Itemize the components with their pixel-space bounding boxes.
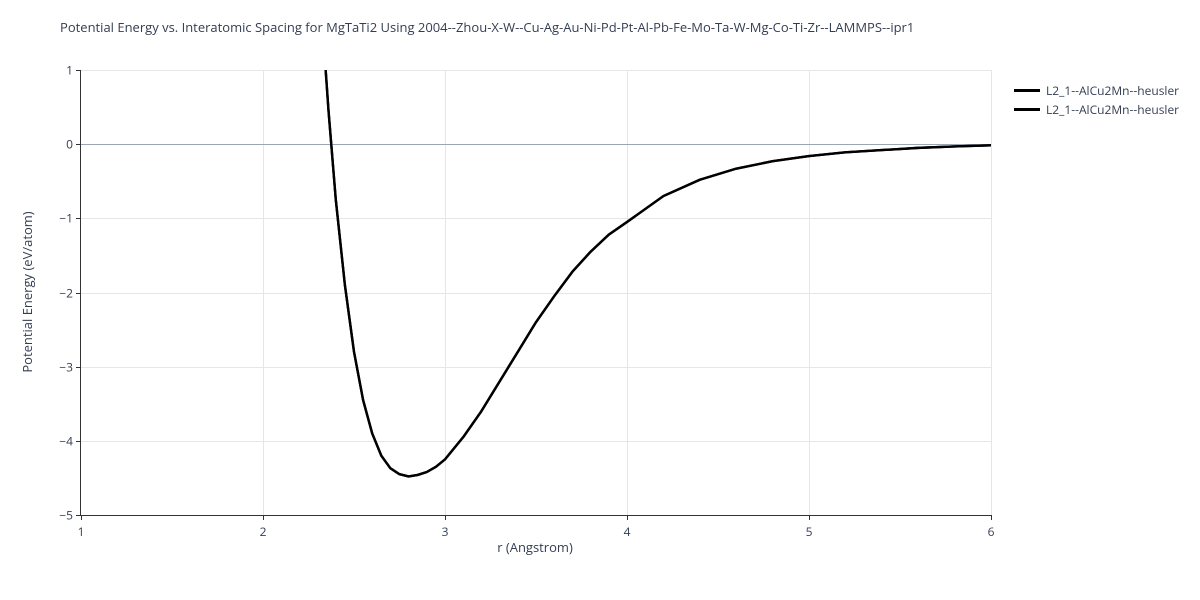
y-tick-label: −4: [49, 432, 73, 449]
x-tick-label: 1: [78, 523, 85, 540]
series-layer: [81, 70, 991, 515]
y-tick-label: 1: [49, 62, 73, 79]
y-tick-label: −5: [49, 507, 73, 524]
y-axis-label: Potential Energy (eV/atom): [18, 211, 36, 372]
chart-root: Potential Energy vs. Interatomic Spacing…: [0, 0, 1200, 600]
y-tick-label: 0: [49, 136, 73, 153]
x-tick: [627, 515, 628, 520]
y-tick-label: −3: [49, 358, 73, 375]
x-axis-label: r (Angstrom): [497, 538, 573, 556]
x-tick-label: 2: [260, 523, 267, 540]
legend-label: L2_1--AlCu2Mn--heusler: [1046, 82, 1179, 99]
y-tick-label: −1: [49, 210, 73, 227]
legend[interactable]: L2_1--AlCu2Mn--heusler L2_1--AlCu2Mn--heu…: [1014, 82, 1179, 120]
plot-area[interactable]: 123456−5−4−3−2−101: [80, 70, 991, 516]
x-tick-label: 3: [442, 523, 449, 540]
legend-item[interactable]: L2_1--AlCu2Mn--heusler: [1014, 82, 1179, 99]
legend-swatch: [1014, 108, 1040, 111]
series-curve[interactable]: [323, 70, 991, 476]
x-tick: [809, 515, 810, 520]
x-tick-label: 6: [988, 523, 995, 540]
x-tick: [991, 515, 992, 520]
legend-swatch: [1014, 89, 1040, 92]
legend-label: L2_1--AlCu2Mn--heusler: [1046, 101, 1179, 118]
x-tick-label: 5: [806, 523, 813, 540]
x-tick: [263, 515, 264, 520]
y-tick-label: −2: [49, 284, 73, 301]
y-tick: [76, 515, 81, 516]
gridline-vertical: [991, 70, 992, 515]
chart-title: Potential Energy vs. Interatomic Spacing…: [60, 18, 914, 36]
series-curve[interactable]: [323, 70, 991, 476]
x-tick: [81, 515, 82, 520]
x-tick: [445, 515, 446, 520]
x-tick-label: 4: [624, 523, 631, 540]
legend-item[interactable]: L2_1--AlCu2Mn--heusler: [1014, 101, 1179, 118]
